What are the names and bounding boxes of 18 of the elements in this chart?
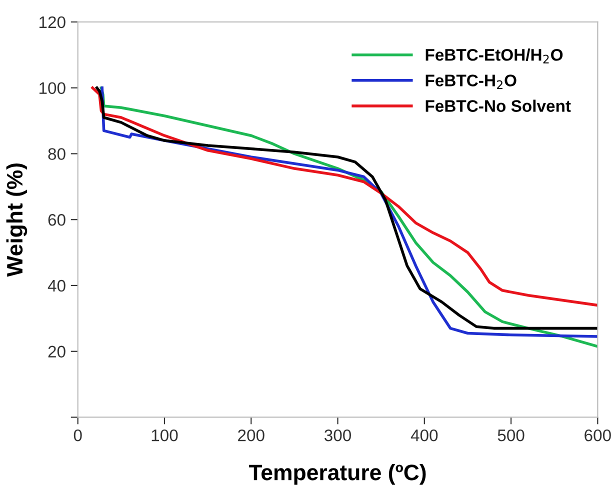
y-axis-title: Weight (%) [6,164,28,277]
x-tick-label: 200 [238,429,264,442]
y-tick-label: 60 [48,214,66,226]
y-tick-label: 80 [48,148,66,160]
y-tick-label: 20 [48,346,66,358]
y-tick-label: 100 [40,82,66,94]
legend-label: FeBTC-No Solvent [426,100,571,112]
y-tick-label: 40 [48,280,66,292]
x-axis-title: Temperature (ºC) [248,464,426,485]
y-tick-label: 120 [40,16,66,28]
x-tick-label: 100 [152,429,178,442]
legend-label: FeBTC-EtOH/H$_{2}$O [426,48,563,64]
x-tick-label: 0 [74,429,82,442]
x-tick-label: 500 [498,429,524,442]
x-tick-label: 300 [324,429,352,442]
x-tick-label: 400 [410,429,438,442]
x-tick-label: 600 [584,429,611,442]
legend-label: FeBTC-H$_{2}$O [426,74,516,89]
